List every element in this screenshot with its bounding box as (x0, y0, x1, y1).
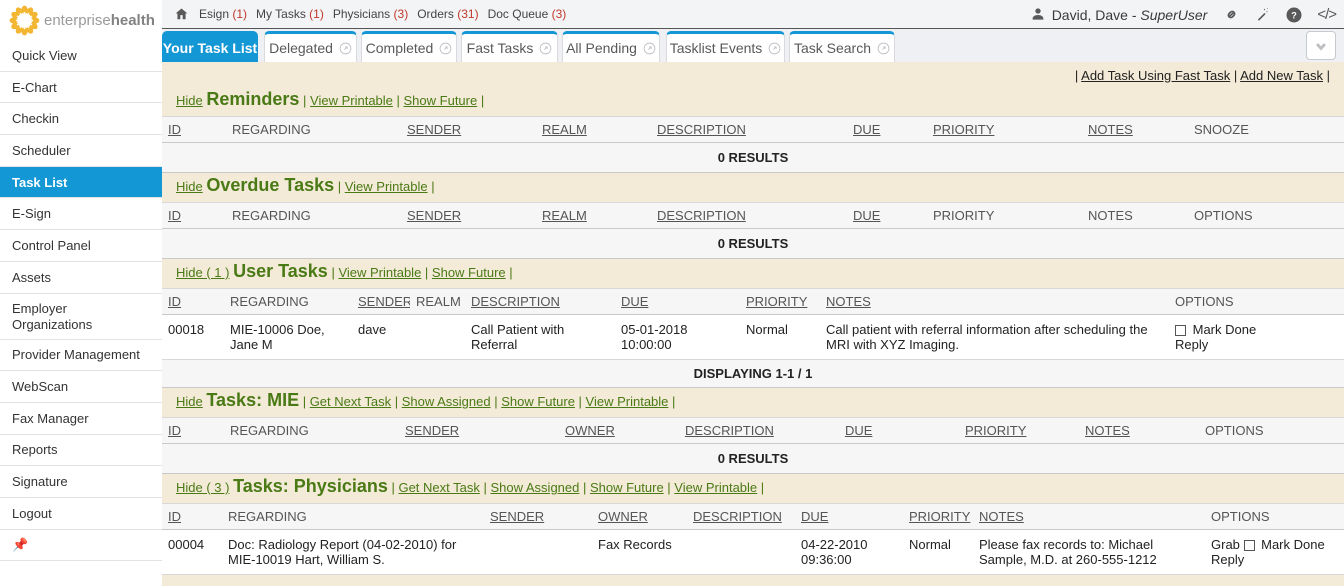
svg-text:?: ? (1291, 10, 1297, 20)
